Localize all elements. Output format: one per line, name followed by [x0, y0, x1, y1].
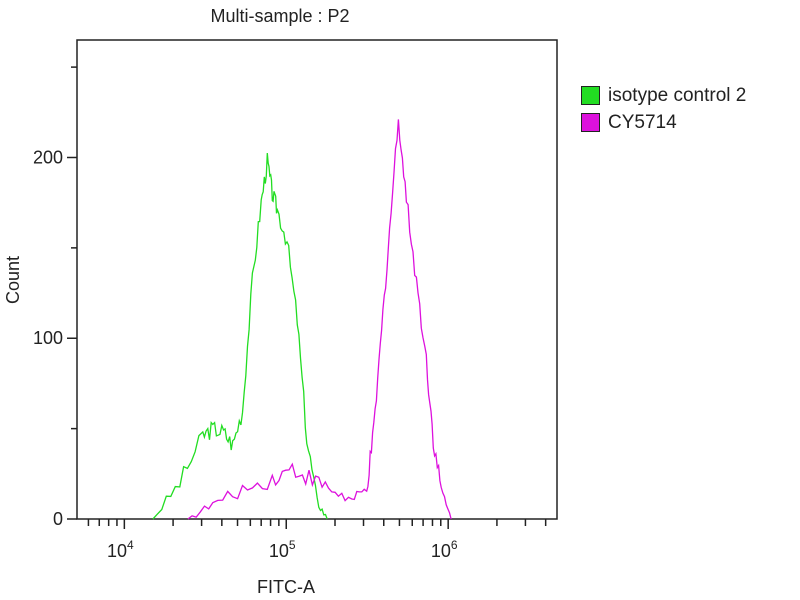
legend-swatch-green	[581, 86, 600, 105]
legend-swatch-magenta	[581, 113, 600, 132]
legend: isotype control 2 CY5714	[581, 82, 746, 136]
y-tick-label: 100	[33, 328, 63, 348]
x-tick-label: 105	[269, 538, 296, 561]
y-tick-label: 0	[53, 509, 63, 529]
y-axis-label: Count	[3, 256, 23, 304]
plot-frame	[76, 39, 558, 520]
x-axis-label: FITC-A	[257, 577, 315, 597]
series-line-0	[152, 152, 328, 520]
y-tick-label: 200	[33, 147, 63, 167]
series-line-1	[187, 119, 452, 520]
x-tick-label: 104	[107, 538, 134, 561]
legend-item-isotype: isotype control 2	[581, 82, 746, 109]
chart-title: Multi-sample : P2	[210, 6, 349, 26]
legend-item-cy5714: CY5714	[581, 109, 746, 136]
legend-label: isotype control 2	[608, 84, 747, 106]
legend-label: CY5714	[608, 111, 677, 133]
x-tick-label: 106	[431, 538, 458, 561]
